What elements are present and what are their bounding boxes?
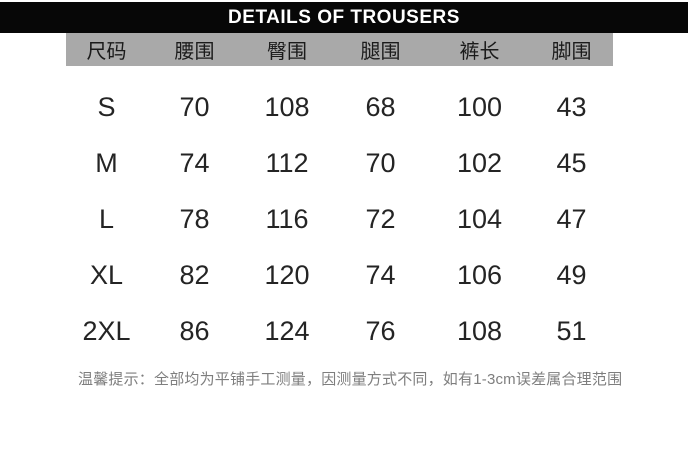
column-header-hip: 臀围 xyxy=(242,33,332,66)
measurement-cell: 70 xyxy=(179,91,210,122)
measurement-cell: 74 xyxy=(179,147,210,178)
page-title: DETAILS OF TROUSERS xyxy=(228,6,460,28)
table-row: 2XL 86 124 76 108 51 xyxy=(66,303,613,359)
measurement-cell: 112 xyxy=(265,147,309,178)
measurement-cell: 72 xyxy=(365,203,396,234)
measurement-cell: 108 xyxy=(456,315,503,346)
measurement-cell: 86 xyxy=(179,315,210,346)
column-header-length: 裤长 xyxy=(429,33,530,66)
size-chart-table: 尺码 腰围 臀围 腿围 裤长 脚围 S 70 108 68 100 43 M 7… xyxy=(66,33,613,359)
column-header-cuff: 脚围 xyxy=(530,33,613,66)
measurement-cell: 116 xyxy=(265,203,309,234)
measurement-cell: 43 xyxy=(556,91,587,122)
measurement-cell: 49 xyxy=(556,259,587,290)
spacer-row xyxy=(66,66,613,79)
measurement-cell: 68 xyxy=(365,91,396,122)
measurement-cell: 45 xyxy=(556,147,587,178)
column-header-thigh: 腿围 xyxy=(332,33,429,66)
measurement-cell: 78 xyxy=(179,203,210,234)
column-header-waist: 腰围 xyxy=(147,33,242,66)
size-label-cell: M xyxy=(95,147,118,178)
measurement-cell: 104 xyxy=(456,203,503,234)
measurement-disclaimer-note: 温馨提示：全部均为平铺手工测量，因测量方式不同，如有1-3cm误差属合理范围 xyxy=(78,371,623,388)
measurement-cell: 82 xyxy=(179,259,210,290)
column-header-size: 尺码 xyxy=(66,33,147,66)
table-row: M 74 112 70 102 45 xyxy=(66,135,613,191)
size-label-cell: L xyxy=(98,203,115,234)
size-label-cell: 2XL xyxy=(82,315,131,346)
measurement-cell: 124 xyxy=(264,315,310,346)
measurement-cell: 100 xyxy=(456,91,503,122)
measurement-cell: 70 xyxy=(365,147,396,178)
measurement-cell: 102 xyxy=(456,147,503,178)
table-row: S 70 108 68 100 43 xyxy=(66,79,613,135)
measurement-cell: 106 xyxy=(456,259,503,290)
measurement-cell: 74 xyxy=(365,259,396,290)
measurement-cell: 47 xyxy=(556,203,587,234)
table-header-row: 尺码 腰围 臀围 腿围 裤长 脚围 xyxy=(66,33,613,66)
size-label-cell: S xyxy=(97,91,116,122)
title-bar: DETAILS OF TROUSERS xyxy=(0,2,688,33)
measurement-cell: 51 xyxy=(556,315,587,346)
table-row: L 78 116 72 104 47 xyxy=(66,191,613,247)
measurement-cell: 108 xyxy=(264,91,310,122)
table-row: XL 82 120 74 106 49 xyxy=(66,247,613,303)
measurement-cell: 76 xyxy=(365,315,396,346)
size-label-cell: XL xyxy=(89,259,124,290)
measurement-cell: 120 xyxy=(264,259,310,290)
